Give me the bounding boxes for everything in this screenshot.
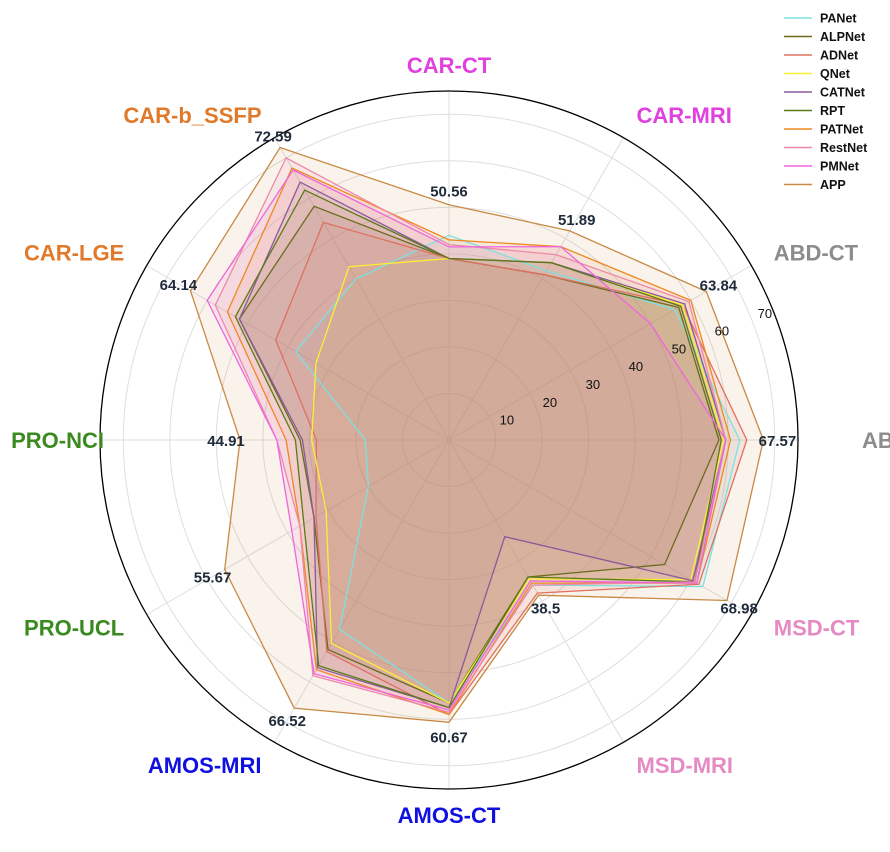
grid-spoke — [448, 265, 752, 441]
axis-label-car-ct: CAR-CT — [407, 53, 492, 78]
axis-label-abd-mri: ABD-MRI — [862, 428, 890, 453]
series-fill-patnet — [227, 168, 731, 715]
series-layer — [189, 146, 765, 723]
max-value-label: 64.14 — [160, 277, 198, 294]
max-value-label: 68.98 — [720, 600, 758, 617]
series-fill-qnet — [311, 258, 724, 703]
radial-tick-label: 40 — [629, 359, 643, 374]
max-value-label: 67.57 — [759, 433, 797, 450]
series-fill-app — [190, 147, 764, 723]
series-fill-adnet — [275, 222, 747, 715]
series-line-adnet — [274, 221, 748, 716]
legend-entry-catnet: CATNet — [820, 86, 866, 100]
max-value-label: 44.91 — [207, 433, 245, 450]
axis-label-abd-ct: ABD-CT — [774, 241, 859, 266]
series-line-rpt — [234, 189, 722, 709]
grid-spoke — [146, 265, 450, 441]
max-value-label: 38.5 — [531, 600, 560, 617]
axis-label-car-b-ssfp: CAR-b_SSFP — [123, 103, 261, 128]
max-value-label: 55.67 — [194, 570, 232, 587]
radial-tick-label: 10 — [500, 413, 514, 428]
axis-label-pro-ucl: PRO-UCL — [24, 616, 124, 641]
legend-entry-patnet: PATNet — [820, 123, 864, 137]
max-value-label: 51.89 — [558, 212, 596, 229]
max-value-label: 63.84 — [700, 277, 738, 294]
legend-entry-alpnet: ALPNet — [820, 30, 866, 44]
series-line-app — [189, 146, 765, 723]
series-line-pmnet — [206, 169, 727, 711]
axis-label-amos-mri: AMOS-MRI — [148, 753, 262, 778]
max-value-label: 72.59 — [254, 128, 292, 145]
label-layer: 10 20 30 40 50 60 70 ABD-MRI 67.57 ABD-CT 63.84 CAR… — [11, 53, 890, 828]
axis-label-pro-nci: PRO-NCI — [11, 428, 104, 453]
series-fill-pmnet — [207, 170, 726, 710]
max-value-label: 66.52 — [268, 713, 306, 730]
axis-label-msd-mri: MSD-MRI — [637, 753, 734, 778]
series-fill-catnet — [239, 182, 726, 708]
radial-tick-label: 20 — [543, 395, 557, 410]
series-fill-alpnet — [239, 206, 719, 703]
grid-spoke — [448, 439, 752, 615]
max-value-label: 50.56 — [430, 184, 468, 201]
legend-entry-adnet: ADNet — [820, 49, 859, 63]
legend-entry-restnet: RestNet — [820, 141, 868, 155]
grid-spoke — [448, 439, 624, 743]
series-fill-restnet — [215, 157, 726, 713]
radial-tick-label: 60 — [715, 324, 729, 339]
series-fill-rpt — [235, 190, 722, 708]
max-value-label: 60.67 — [430, 729, 468, 746]
legend-entry-rpt: RPT — [820, 104, 845, 118]
axis-label-amos-ct: AMOS-CT — [398, 803, 501, 828]
legend: PANet ALPNet ADNet QNet CATNet RPT PATNet RestN… — [784, 12, 868, 192]
axis-label-car-lge: CAR-LGE — [24, 241, 124, 266]
grid-spoke — [448, 137, 624, 441]
legend-entry-app: APP — [820, 178, 846, 192]
radial-tick-label: 50 — [672, 341, 686, 356]
series-fill-panet — [295, 235, 740, 703]
radial-tick-label: 30 — [586, 377, 600, 392]
axis-label-msd-ct: MSD-CT — [774, 616, 860, 641]
legend-entry-pmnet: PMNet — [820, 160, 860, 174]
axis-label-car-mri: CAR-MRI — [637, 103, 732, 128]
radial-tick-label: 70 — [758, 306, 772, 321]
grid-spoke — [274, 439, 450, 743]
grid-spoke — [146, 439, 450, 615]
legend-entry-qnet: QNet — [820, 67, 851, 81]
grid-spoke — [274, 137, 450, 441]
outer-circle — [99, 90, 799, 790]
legend-entry-panet: PANet — [820, 12, 857, 26]
